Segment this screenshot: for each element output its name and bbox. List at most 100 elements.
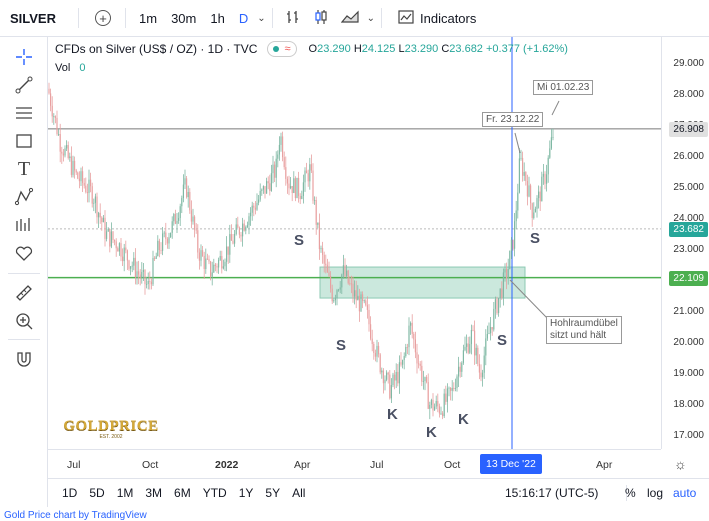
auto-toggle[interactable]: auto (673, 486, 697, 500)
candle-body (434, 406, 436, 411)
pattern-icon[interactable] (12, 185, 36, 209)
timeframe-1m[interactable]: 1m (139, 10, 158, 26)
annotation-s: S (497, 332, 508, 349)
chevron-down-icon[interactable]: ⌄ (257, 12, 266, 24)
candle-body (179, 206, 181, 219)
candle-body (229, 234, 231, 255)
candle-body (339, 287, 341, 290)
candle-body (397, 371, 399, 384)
candle-body (221, 256, 223, 269)
candle-body (174, 214, 176, 224)
candle-body (218, 259, 220, 268)
symbol-search[interactable]: SILVER (10, 10, 56, 26)
candle-body (552, 137, 554, 138)
candle-body (309, 164, 311, 182)
compare-add-icon[interactable]: + (95, 10, 111, 26)
candle-body (518, 158, 520, 193)
candle-body (338, 289, 340, 291)
candle-body (166, 238, 168, 244)
clock-time[interactable]: 15:16:17 (UTC-5) (505, 486, 599, 500)
candle-body (310, 164, 312, 171)
ruler-icon[interactable] (12, 281, 36, 305)
candle-body (102, 217, 104, 223)
horizontal-lines-icon[interactable] (12, 101, 36, 125)
tradingview-credit-link[interactable]: Gold Price chart by TradingView (4, 510, 147, 521)
candle-body (459, 366, 461, 372)
candle-body (322, 247, 324, 255)
candle-body (493, 308, 495, 330)
magnet-icon[interactable] (12, 347, 36, 371)
candle-body (138, 271, 140, 275)
candle-body (502, 272, 504, 298)
candle-body (456, 376, 458, 389)
open-label: O (308, 43, 318, 55)
range-all[interactable]: All (292, 486, 306, 500)
date-label-pointer (514, 132, 521, 154)
range-5y[interactable]: 5Y (265, 486, 281, 500)
percent-toggle[interactable]: % (625, 486, 636, 500)
candle-body (112, 231, 114, 241)
candle-body (357, 295, 359, 301)
legend-status-pill[interactable]: ≈ (267, 41, 297, 57)
log-toggle[interactable]: log (647, 486, 664, 500)
chart-pane[interactable] (48, 37, 661, 449)
range-1y[interactable]: 1Y (238, 486, 254, 500)
candle-body (197, 230, 199, 253)
candle-body (394, 374, 396, 381)
timeframe-1h[interactable]: 1h (210, 10, 225, 26)
settings-gear-icon[interactable]: ☼ (674, 456, 687, 472)
candle-body (344, 265, 346, 277)
area-chart-type-icon[interactable] (340, 9, 359, 28)
candle-body (48, 88, 50, 94)
crosshair-icon[interactable] (12, 45, 36, 69)
candle-chart-type-icon[interactable] (313, 9, 329, 28)
vol-label: Vol (55, 62, 71, 74)
candle-body (418, 363, 420, 365)
price-axis[interactable]: 29.00028.00027.00026.00025.00024.00023.0… (661, 37, 709, 449)
range-ytd[interactable]: YTD (202, 486, 227, 500)
rectangle-icon[interactable] (12, 129, 36, 153)
candle-body (514, 221, 516, 249)
candle-body (66, 145, 68, 149)
candle-body (320, 247, 322, 250)
heart-icon[interactable] (12, 241, 36, 265)
range-6m[interactable]: 6M (174, 486, 191, 500)
timeframe-d[interactable]: D (238, 10, 249, 26)
candle-body (349, 283, 351, 285)
status-dot-icon (273, 46, 280, 52)
candle-body (403, 356, 405, 360)
range-5d[interactable]: 5D (89, 486, 105, 500)
zoom-in-icon[interactable] (12, 309, 36, 333)
candle-body (110, 231, 112, 247)
candle-body (120, 243, 122, 257)
bar-chart-type-icon[interactable] (285, 9, 301, 28)
range-3m[interactable]: 3M (145, 486, 163, 500)
candle-body (450, 387, 452, 391)
chevron-down-icon[interactable]: ⌄ (366, 12, 375, 24)
toolbar-divider (271, 8, 273, 28)
candle-body (211, 272, 213, 277)
candle-body (118, 243, 120, 252)
candle-body (411, 322, 413, 334)
candle-body (86, 192, 88, 194)
candle-body (91, 186, 93, 204)
candle-body (286, 178, 288, 184)
timeframe-30m[interactable]: 30m (171, 10, 197, 26)
trend-line-icon[interactable] (12, 73, 36, 97)
candle-body (147, 281, 149, 284)
time-label: Apr (596, 459, 613, 471)
candle-body (70, 156, 72, 175)
range-1d[interactable]: 1D (62, 486, 78, 500)
text-tool-icon[interactable]: T (17, 157, 31, 180)
candle-body (352, 283, 354, 297)
indicators-button[interactable]: Indicators (392, 9, 476, 28)
candle-body (139, 274, 141, 278)
range-1m[interactable]: 1M (116, 486, 134, 500)
candle-body (490, 327, 492, 334)
price-chart[interactable] (48, 37, 661, 449)
candle-body (458, 366, 460, 377)
candle-body (248, 216, 250, 226)
forecast-icon[interactable] (12, 213, 36, 237)
annotation-k: K (458, 411, 469, 428)
time-axis[interactable]: Jul Oct 2022 Apr Jul Oct Apr 13 Dec '22 … (48, 449, 687, 478)
